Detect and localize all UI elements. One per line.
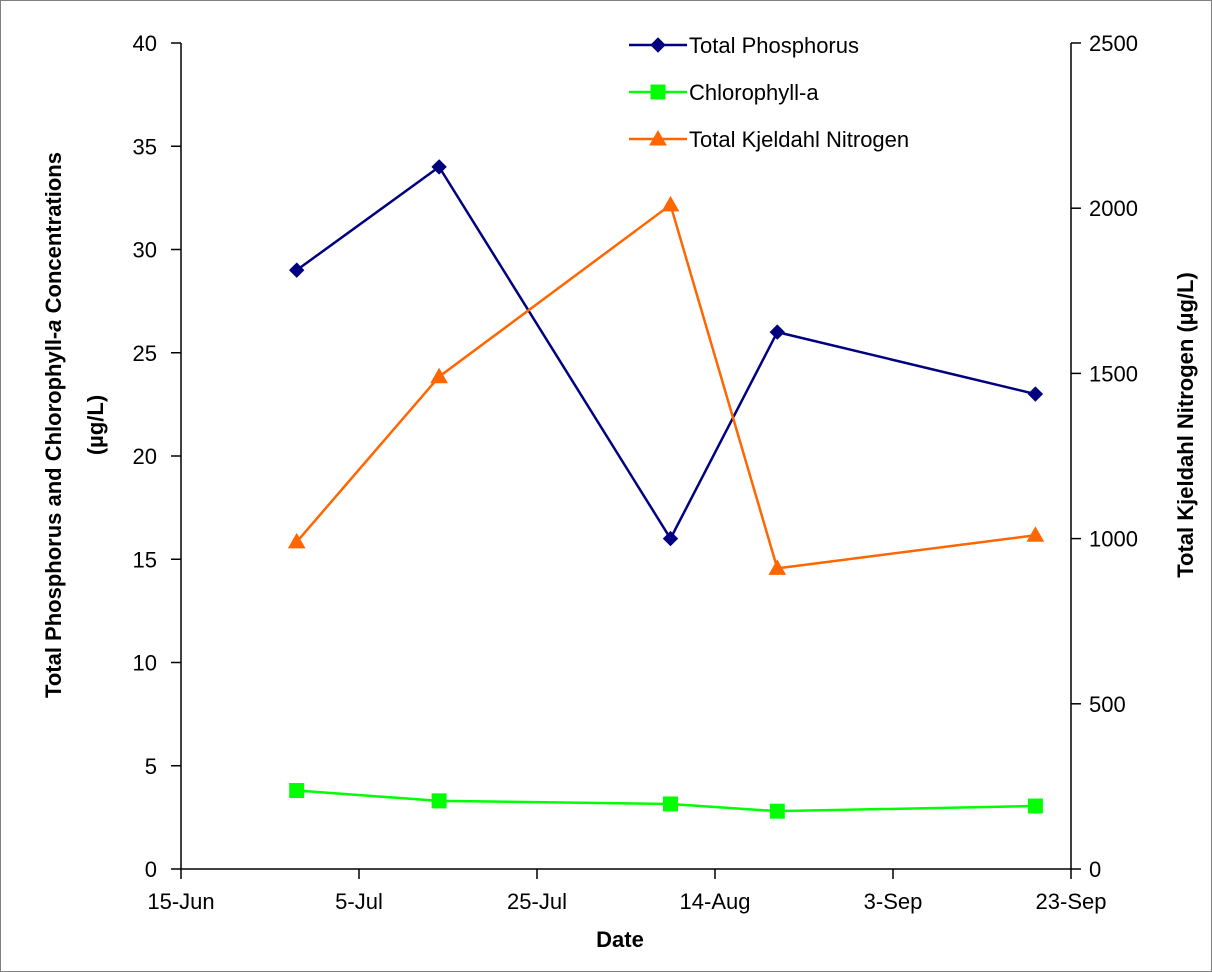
x-tick-label: 14-Aug — [680, 889, 751, 914]
series-chlorophyll-a — [289, 783, 1043, 819]
series-line — [295, 202, 1036, 570]
y-right-tick-label: 500 — [1089, 692, 1126, 717]
data-point-diamond — [431, 159, 447, 175]
legend-marker-diamond — [650, 37, 666, 53]
y-axis-left-title-unit: (µg/L) — [83, 395, 108, 455]
data-point-diamond — [769, 324, 786, 340]
y-left-tick-label: 15 — [133, 547, 157, 572]
data-point-triangle — [768, 559, 787, 575]
data-point-diamond — [288, 262, 305, 278]
y-left-tick-label: 20 — [133, 444, 157, 469]
y-left-tick-label: 30 — [133, 238, 157, 263]
data-point-diamond — [1027, 386, 1044, 402]
x-tick-label: 25-Jul — [507, 889, 567, 914]
legend-label: Total Phosphorus — [689, 33, 859, 58]
y-left-tick-label: 10 — [133, 651, 157, 676]
y-right-tick-label: 0 — [1089, 857, 1101, 882]
x-axis-title: Date — [596, 927, 644, 952]
legend: Total Phosphorus Chlorophyll-a Total Kjeld… — [629, 33, 909, 152]
y-axis-left-title: Total Phosphorus and Chlorophyll-a Conce… — [41, 152, 66, 698]
legend-item: Total Phosphorus — [629, 33, 859, 58]
y-left-tick-label: 40 — [133, 31, 157, 56]
data-point-triangle — [1026, 526, 1045, 542]
series-line — [295, 165, 1036, 542]
data-point-diamond — [662, 530, 679, 547]
series-lines — [287, 159, 1045, 819]
legend-label: Total Kjeldahl Nitrogen — [689, 127, 909, 152]
x-tick-label: 3-Sep — [864, 889, 923, 914]
y-left-tick-label: 5 — [145, 754, 157, 779]
series-total-kjeldahl-nitrogen — [287, 195, 1045, 575]
y-axis-right-title: Total Kjeldahl Nitrogen (µg/L) — [1173, 272, 1198, 578]
y-left-tick-label: 0 — [145, 857, 157, 882]
x-tick-label: 15-Jun — [147, 889, 214, 914]
y-left-tick-label: 35 — [133, 134, 157, 159]
y-right-tick-label: 1500 — [1089, 361, 1138, 386]
data-point-triangle — [661, 195, 680, 212]
legend-marker-square — [650, 84, 666, 100]
legend-marker-triangle — [649, 129, 667, 146]
data-point-square — [769, 803, 785, 819]
data-point-triangle — [430, 367, 448, 384]
data-point-square — [289, 783, 305, 799]
y-right-tick-label: 1000 — [1089, 527, 1138, 552]
data-point-square — [663, 796, 678, 812]
legend-item: Total Kjeldahl Nitrogen — [629, 127, 909, 152]
x-tick-label: 5-Jul — [335, 889, 383, 914]
y-left-tick-label: 25 — [133, 341, 157, 366]
series-total-phosphorus — [288, 159, 1044, 547]
data-point-triangle — [287, 532, 306, 549]
data-point-square — [1027, 798, 1043, 814]
axes: 0 5 10 15 20 25 30 35 40 0 500 1000 1500 2000 2500 15-J… — [133, 31, 1138, 914]
legend-item: Chlorophyll-a — [629, 80, 819, 105]
y-right-tick-label: 2000 — [1089, 196, 1138, 221]
y-right-tick-label: 2500 — [1089, 31, 1138, 56]
data-point-square — [431, 793, 447, 809]
x-tick-label: 23-Sep — [1036, 889, 1107, 914]
legend-label: Chlorophyll-a — [689, 80, 819, 105]
